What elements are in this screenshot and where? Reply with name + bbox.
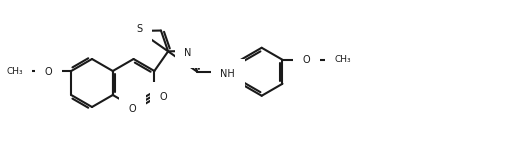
Text: CH₃: CH₃ bbox=[334, 55, 351, 64]
Text: O: O bbox=[160, 92, 167, 102]
Text: S: S bbox=[136, 24, 142, 34]
Text: CH₃: CH₃ bbox=[6, 67, 23, 75]
Text: O: O bbox=[44, 67, 52, 77]
Text: O: O bbox=[303, 55, 311, 65]
Text: O: O bbox=[129, 103, 136, 113]
Text: N: N bbox=[185, 48, 192, 58]
Text: NH: NH bbox=[220, 69, 235, 79]
